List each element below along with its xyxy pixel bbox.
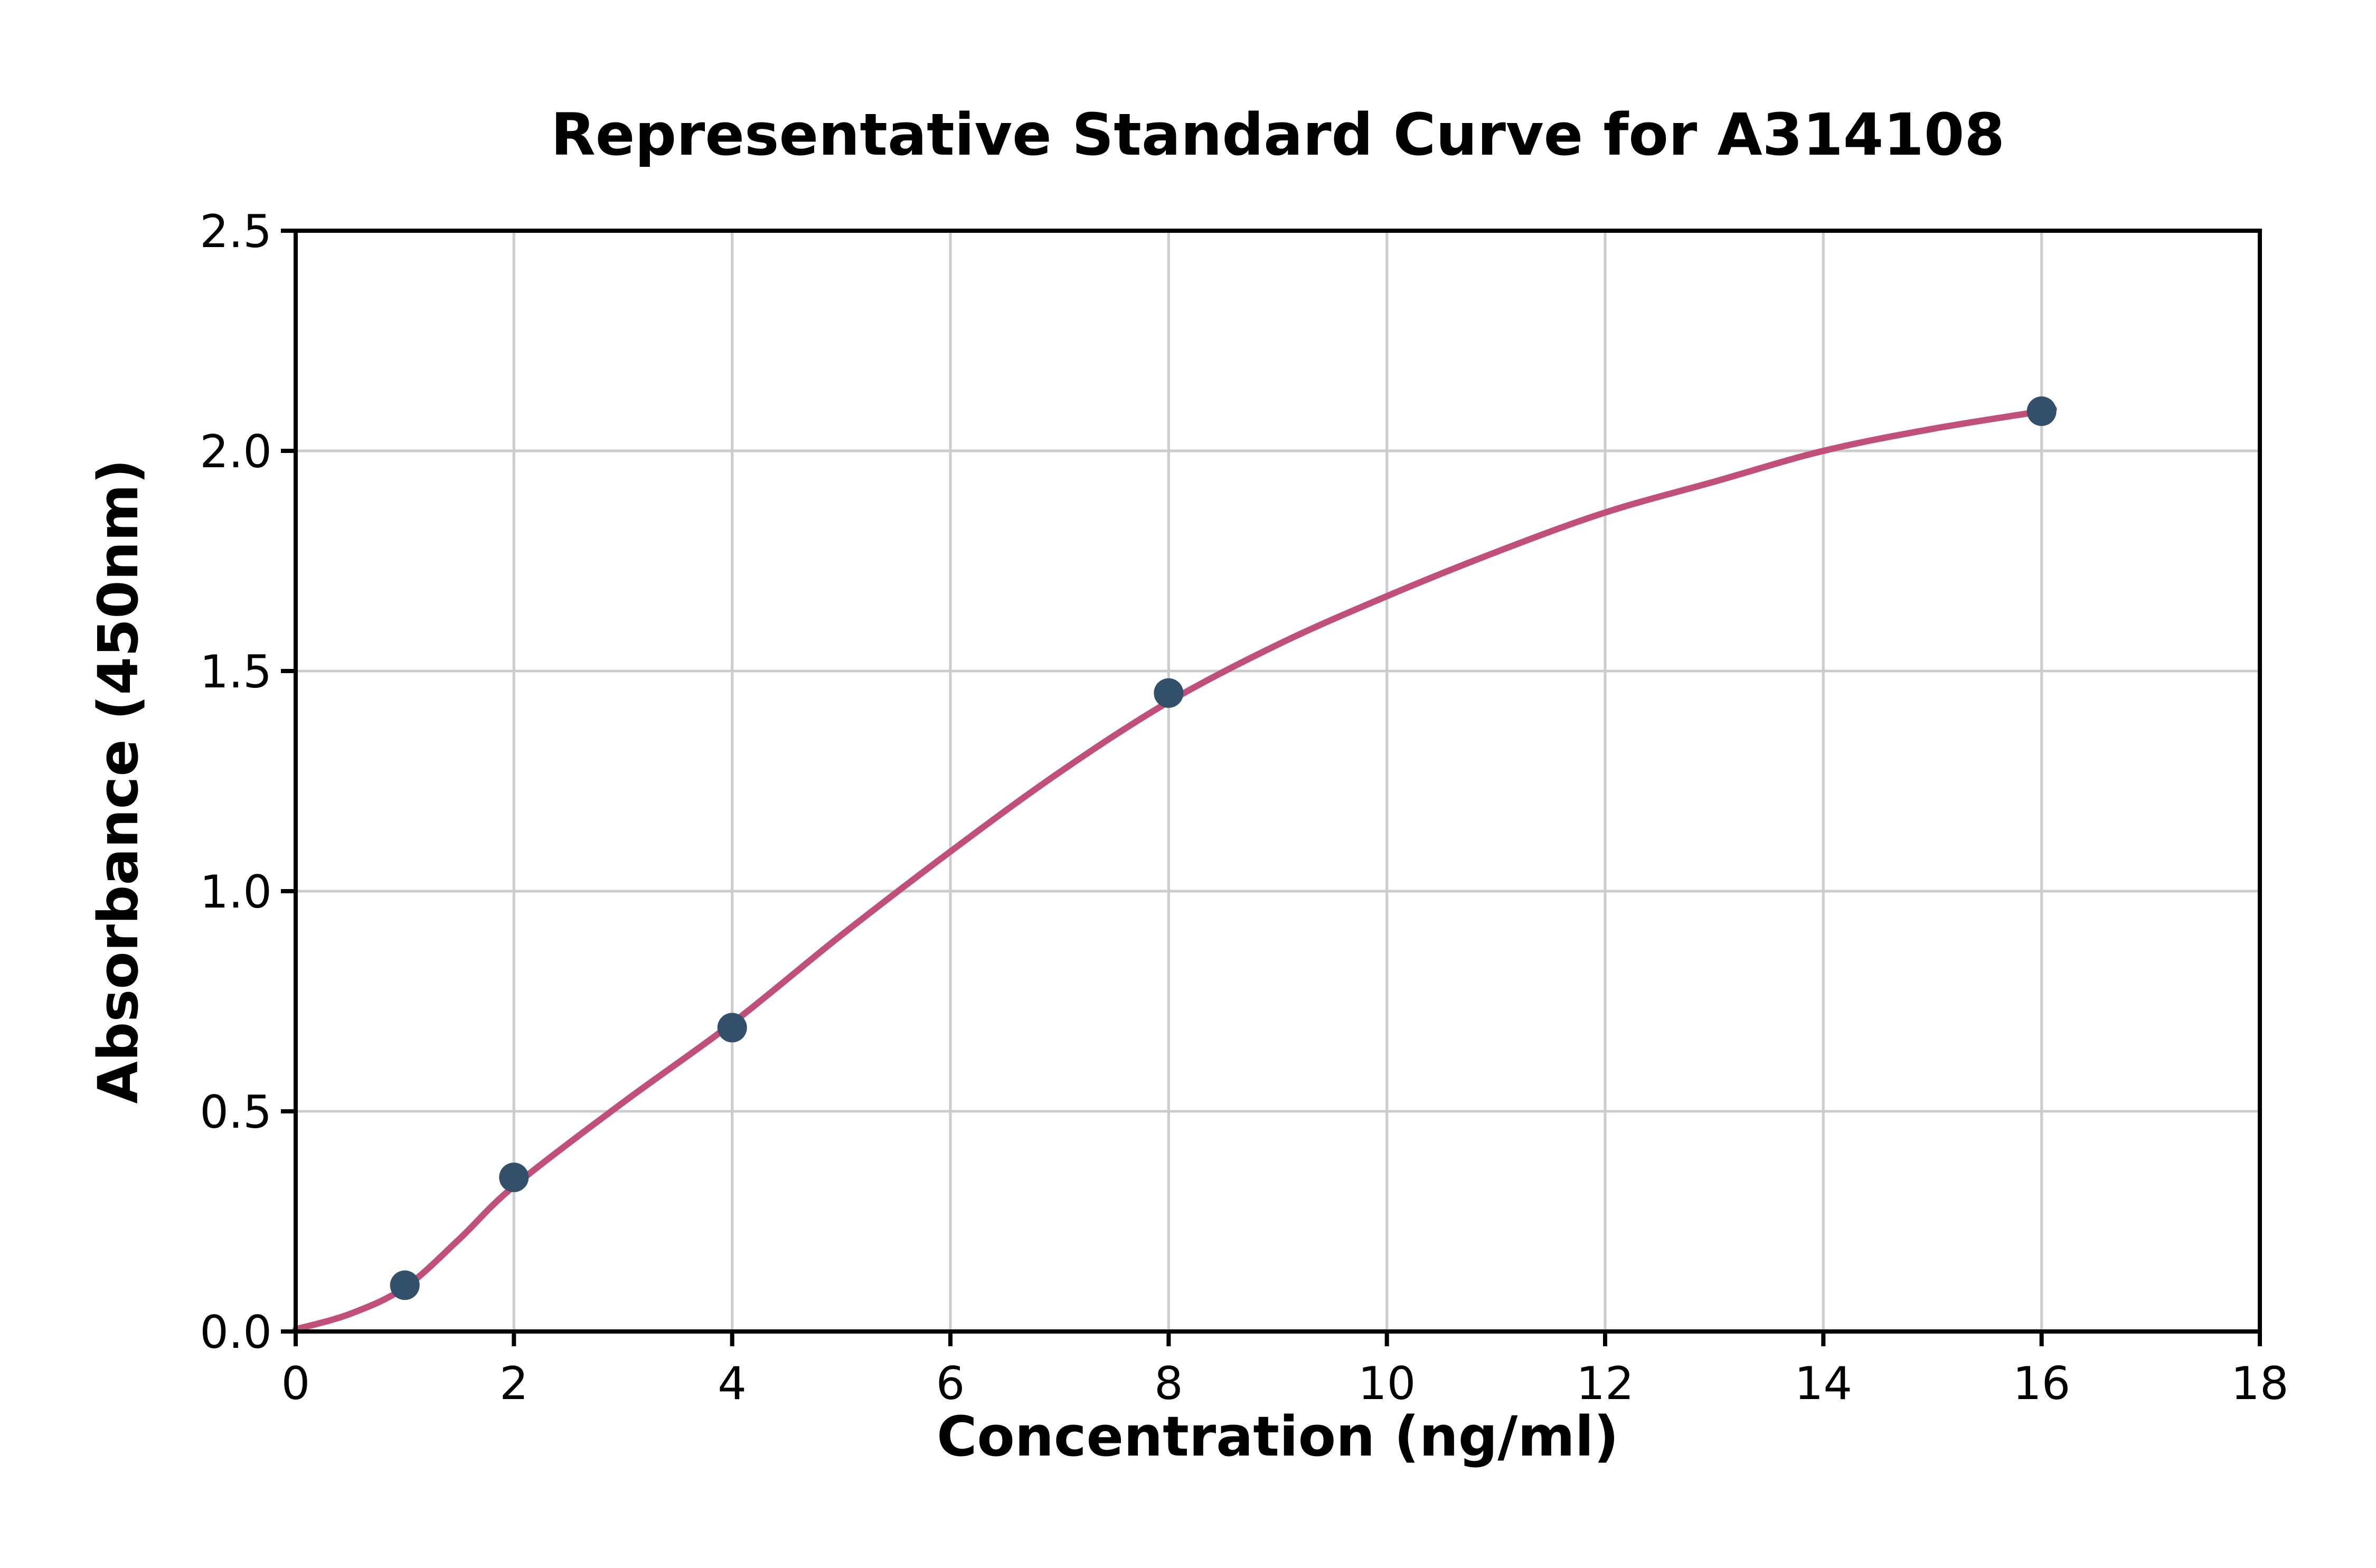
x-tick-label: 0 bbox=[281, 1357, 310, 1410]
x-tick-label: 2 bbox=[499, 1357, 529, 1410]
x-tick-label: 16 bbox=[2013, 1357, 2070, 1410]
y-axis-ticks: 0.0 0.5 1.0 1.5 2.0 2.5 bbox=[200, 205, 296, 1359]
x-tick-label: 14 bbox=[1795, 1357, 1852, 1410]
x-tick-label: 6 bbox=[936, 1357, 965, 1410]
x-tick-label: 4 bbox=[718, 1357, 747, 1410]
y-tick-label: 1.0 bbox=[200, 866, 272, 919]
x-tick-label: 12 bbox=[1576, 1357, 1634, 1410]
x-axis-ticks: 0 2 4 6 8 10 12 14 16 18 bbox=[281, 1331, 2289, 1410]
data-points bbox=[390, 396, 2057, 1300]
y-tick-label: 1.5 bbox=[200, 646, 272, 698]
x-tick-label: 10 bbox=[1358, 1357, 1416, 1410]
fit-curve bbox=[293, 405, 2057, 1333]
x-tick-label: 18 bbox=[2231, 1357, 2288, 1410]
data-point bbox=[1154, 678, 1184, 708]
plot-border bbox=[294, 229, 2262, 1334]
y-tick-label: 2.5 bbox=[200, 205, 272, 258]
data-point bbox=[2026, 396, 2057, 426]
x-tick-label: 8 bbox=[1154, 1357, 1183, 1410]
x-axis-label: Concentration (ng/ml) bbox=[937, 1404, 1619, 1469]
y-tick-label: 0.5 bbox=[200, 1086, 272, 1139]
data-point bbox=[499, 1163, 529, 1193]
data-point bbox=[717, 1013, 747, 1043]
y-tick-label: 0.0 bbox=[200, 1306, 272, 1359]
y-tick-label: 2.0 bbox=[200, 426, 272, 478]
data-point bbox=[390, 1270, 420, 1300]
chart-title: Representative Standard Curve for A31410… bbox=[551, 101, 2005, 168]
gridlines bbox=[294, 229, 2261, 1333]
